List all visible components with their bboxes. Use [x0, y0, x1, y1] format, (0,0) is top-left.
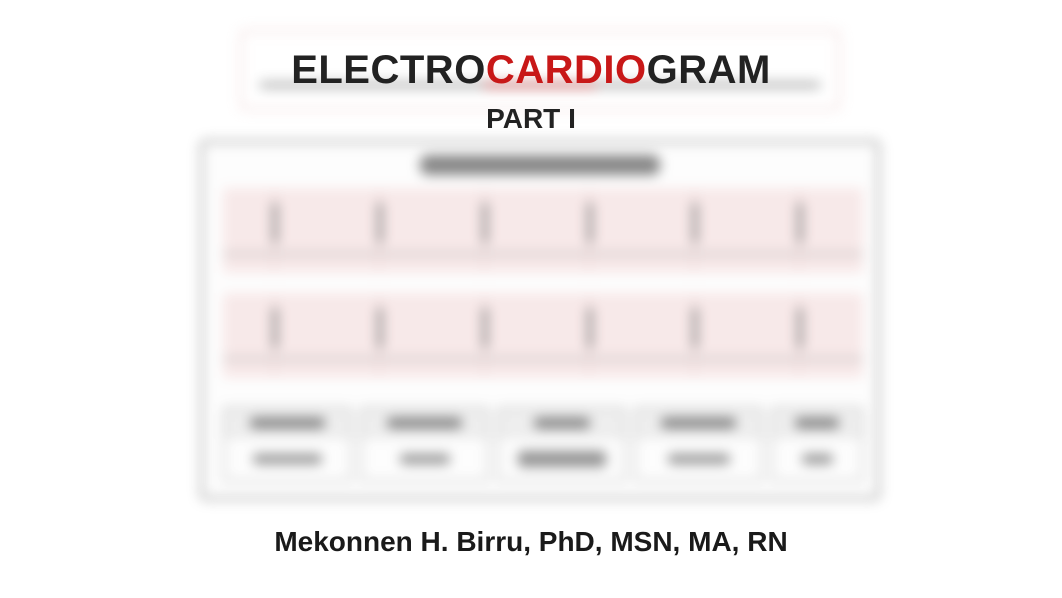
bg-ecg-strip-2 [223, 293, 863, 378]
subtitle: PART I [0, 103, 1062, 135]
bg-param-cell [360, 407, 489, 482]
bg-qrs-spike [378, 203, 382, 243]
bg-qrs-spike [798, 308, 802, 348]
bg-qrs-spike [378, 308, 382, 348]
bg-baseline-1 [223, 253, 863, 255]
bg-qrs-spike [483, 203, 487, 243]
bg-qrs-spike [483, 308, 487, 348]
bg-ecg-strip-1 [223, 188, 863, 273]
bg-qrs-spike [693, 203, 697, 243]
main-title: ELECTROCARDIOGRAM [0, 48, 1062, 93]
bg-ecg-panel [200, 140, 880, 500]
bg-qrs-spike [798, 203, 802, 243]
bg-param-row [223, 407, 863, 482]
title-segment-accent: CARDIO [486, 48, 647, 92]
bg-baseline-2 [223, 358, 863, 360]
bg-param-cell [634, 407, 763, 482]
title-segment-3: GRAM [647, 48, 771, 92]
bg-qrs-spike [273, 203, 277, 243]
bg-qrs-spike [693, 308, 697, 348]
bg-param-cell [223, 407, 352, 482]
bg-qrs-spike [588, 203, 592, 243]
bg-panel-title [420, 155, 660, 175]
bg-param-cell [497, 407, 626, 482]
title-segment-1: ELECTRO [291, 48, 486, 92]
bg-param-cell [771, 407, 863, 482]
title-block: ELECTROCARDIOGRAM PART I [0, 48, 1062, 135]
bg-qrs-spike [588, 308, 592, 348]
author-line: Mekonnen H. Birru, PhD, MSN, MA, RN [0, 526, 1062, 558]
bg-qrs-spike [273, 308, 277, 348]
